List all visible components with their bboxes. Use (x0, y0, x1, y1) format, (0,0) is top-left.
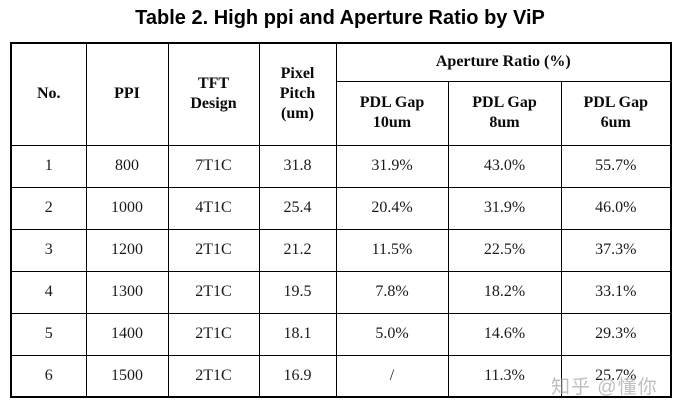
cell-pdl-gap-10um: 11.5% (335, 228, 449, 272)
header-ppi: PPI (85, 42, 169, 146)
header-tft-design: TFT Design (167, 42, 260, 146)
header-pdl-gap-6um: PDL Gap 6um (560, 80, 672, 146)
table-row: 6 1500 2T1C 16.9 / 11.3% 25.7% (10, 354, 672, 398)
header-pdl-gap-10um: PDL Gap 10um (335, 80, 449, 146)
cell-pdl-gap-8um: 31.9% (447, 186, 562, 230)
header-pdl-gap-8um: PDL Gap 8um (447, 80, 562, 146)
cell-pdl-gap-10um: 7.8% (335, 270, 449, 314)
cell-pdl-gap-6um: 55.7% (560, 144, 672, 188)
cell-pdl-gap-6um: 29.3% (560, 312, 672, 356)
cell-pdl-gap-10um: 31.9% (335, 144, 449, 188)
table-row: 2 1000 4T1C 25.4 20.4% 31.9% 46.0% (10, 186, 672, 230)
cell-ppi: 1500 (85, 354, 169, 398)
cell-pdl-gap-6um: 46.0% (560, 186, 672, 230)
cell-no: 4 (10, 270, 87, 314)
cell-tft-design: 4T1C (167, 186, 260, 230)
cell-pixel-pitch: 18.1 (258, 312, 337, 356)
cell-pixel-pitch: 25.4 (258, 186, 337, 230)
header-row-sub: PDL Gap 10um PDL Gap 8um PDL Gap 6um (11, 80, 672, 146)
cell-ppi: 1200 (85, 228, 169, 272)
table-header: No. PPI TFT Design Pixel Pitch (um) Aper… (10, 42, 672, 146)
cell-pdl-gap-8um: 14.6% (447, 312, 562, 356)
header-no: No. (10, 42, 87, 146)
cell-pixel-pitch: 16.9 (258, 354, 337, 398)
cell-tft-design: 2T1C (167, 312, 260, 356)
cell-pdl-gap-8um: 43.0% (447, 144, 562, 188)
cell-pdl-gap-8um: 18.2% (447, 270, 562, 314)
header-row-top: No. PPI TFT Design Pixel Pitch (um) Aper… (10, 42, 672, 146)
cell-ppi: 1400 (85, 312, 169, 356)
table-row: 3 1200 2T1C 21.2 11.5% 22.5% 37.3% (10, 228, 672, 272)
cell-pixel-pitch: 21.2 (258, 228, 337, 272)
cell-tft-design: 2T1C (167, 228, 260, 272)
cell-no: 6 (10, 354, 87, 398)
cell-pdl-gap-10um: / (335, 354, 449, 398)
aperture-ratio-table: No. PPI TFT Design Pixel Pitch (um) Aper… (10, 42, 673, 398)
table-title: Table 2. High ppi and Aperture Ratio by … (135, 7, 545, 29)
cell-no: 2 (10, 186, 87, 230)
cell-no: 3 (10, 228, 87, 272)
header-pixel-pitch: Pixel Pitch (um) (258, 42, 337, 146)
table-row: 5 1400 2T1C 18.1 5.0% 14.6% 29.3% (10, 312, 672, 356)
cell-pdl-gap-6um: 33.1% (560, 270, 672, 314)
cell-pixel-pitch: 19.5 (258, 270, 337, 314)
cell-pdl-gap-8um: 11.3% (447, 354, 562, 398)
table-body: 1 800 7T1C 31.8 31.9% 43.0% 55.7% 2 1000… (10, 144, 672, 398)
header-aperture-ratio-group: Aperture Ratio (%) (335, 42, 672, 82)
cell-tft-design: 2T1C (167, 270, 260, 314)
cell-pdl-gap-6um: 25.7% (560, 354, 672, 398)
cell-pdl-gap-6um: 37.3% (560, 228, 672, 272)
cell-pixel-pitch: 31.8 (258, 144, 337, 188)
cell-tft-design: 7T1C (167, 144, 260, 188)
cell-pdl-gap-8um: 22.5% (447, 228, 562, 272)
cell-tft-design: 2T1C (167, 354, 260, 398)
cell-ppi: 800 (85, 144, 169, 188)
cell-ppi: 1300 (85, 270, 169, 314)
cell-pdl-gap-10um: 20.4% (335, 186, 449, 230)
cell-no: 1 (10, 144, 87, 188)
cell-pdl-gap-10um: 5.0% (335, 312, 449, 356)
cell-no: 5 (10, 312, 87, 356)
table-row: 1 800 7T1C 31.8 31.9% 43.0% 55.7% (10, 144, 672, 188)
table-row: 4 1300 2T1C 19.5 7.8% 18.2% 33.1% (10, 270, 672, 314)
cell-ppi: 1000 (85, 186, 169, 230)
